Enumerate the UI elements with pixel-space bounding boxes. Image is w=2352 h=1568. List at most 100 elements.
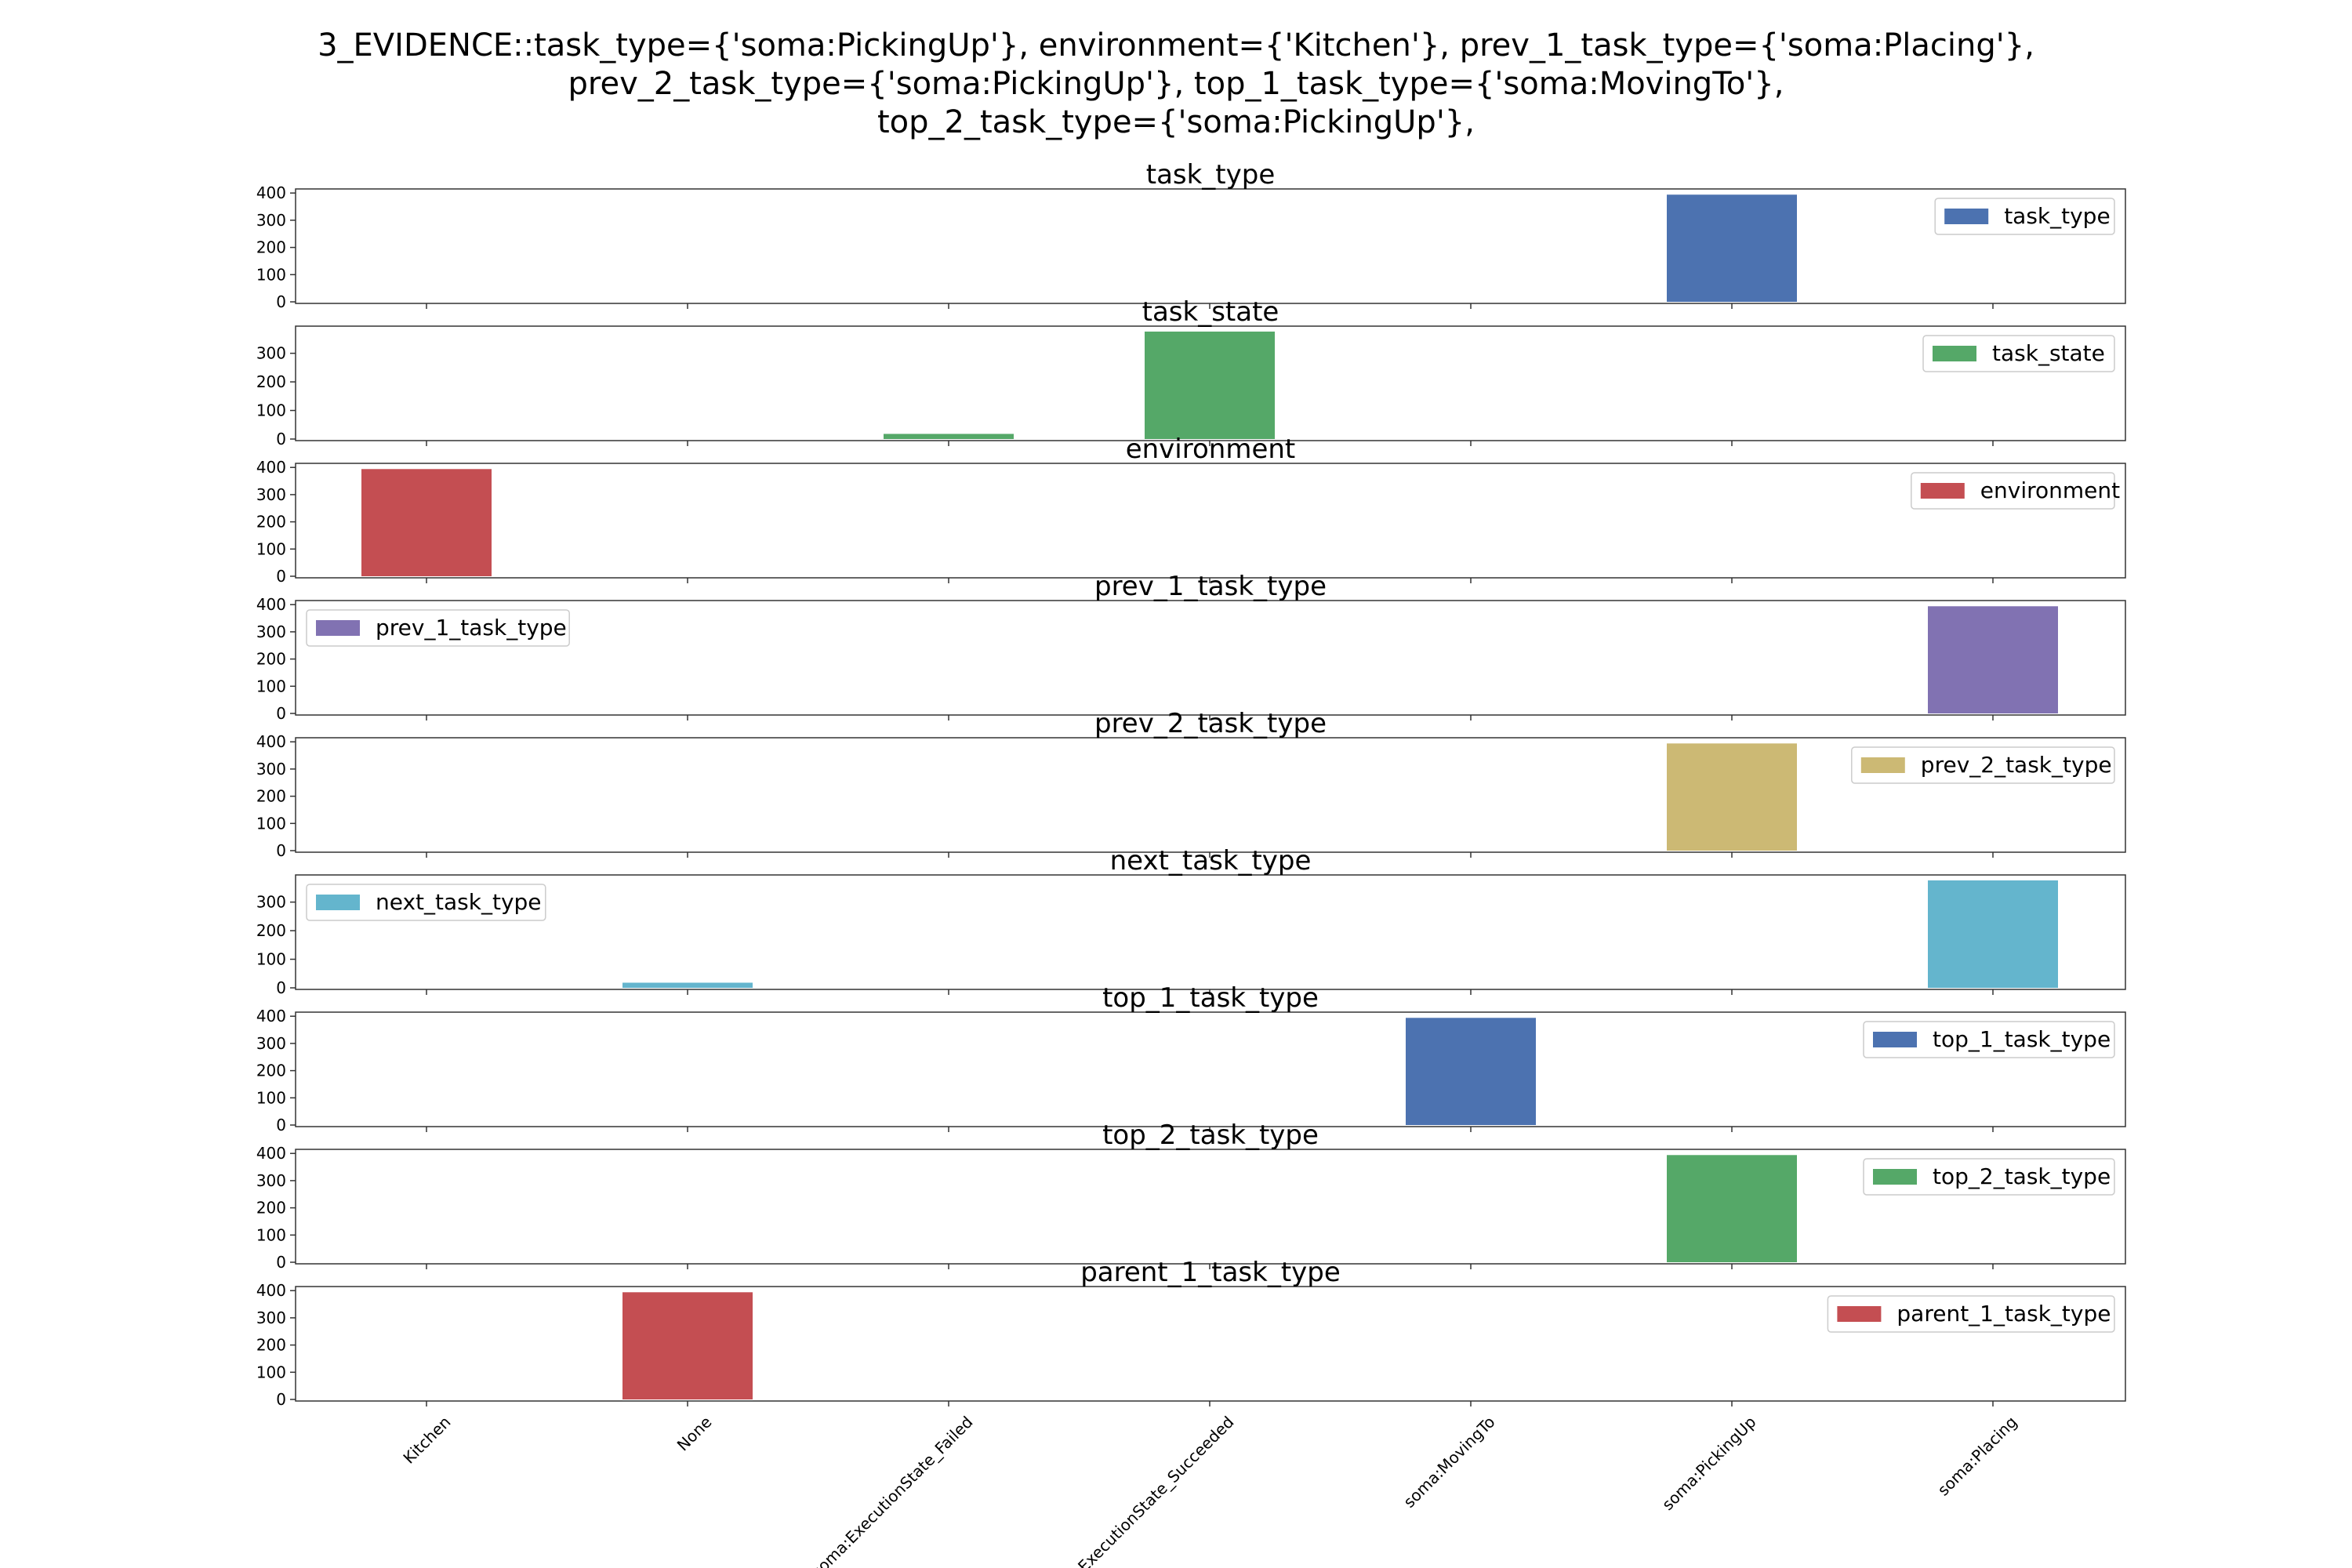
y-tick-label: 400 <box>256 1007 286 1025</box>
y-tick-label: 400 <box>256 1144 286 1163</box>
legend-label: top_2_task_type <box>1933 1163 2111 1189</box>
y-tick-label: 0 <box>276 567 286 586</box>
legend-label: prev_2_task_type <box>1921 752 2112 778</box>
y-tick-label: 100 <box>256 677 286 695</box>
y-tick-label: 200 <box>256 1336 286 1355</box>
y-tick-label: 300 <box>256 1308 286 1327</box>
y-tick-label: 200 <box>256 513 286 532</box>
subplot-parent-1-task-type: 0 100 200 300 400 parent_1_task_type parent_1_… <box>256 1257 2126 1409</box>
y-tick-label: 200 <box>256 238 286 257</box>
bar-soma-pickingup <box>1667 1155 1797 1262</box>
figure-title-line: top_2_task_type={'soma:PickingUp'}, <box>877 104 1475 140</box>
y-tick-label: 100 <box>256 539 286 558</box>
legend-label: task_state <box>1992 340 2105 366</box>
legend-swatch <box>1873 1169 1917 1185</box>
legend-box <box>306 884 546 921</box>
subplot-title: task_type <box>1146 159 1276 191</box>
legend-label: parent_1_task_type <box>1896 1301 2111 1327</box>
y-tick-label: 200 <box>256 372 286 391</box>
bar-soma-placing <box>1928 606 2058 713</box>
y-tick-label: 300 <box>256 622 286 641</box>
axes-frame <box>295 874 2126 990</box>
y-tick-label: 0 <box>276 704 286 723</box>
y-tick-label: 100 <box>256 265 286 284</box>
subplot-title: top_1_task_type <box>1102 982 1319 1014</box>
y-tick-label: 0 <box>276 1253 286 1272</box>
subplot-title: prev_1_task_type <box>1094 571 1327 602</box>
legend-label: environment <box>1980 477 2120 503</box>
y-tick-label: 200 <box>256 1199 286 1218</box>
axes-frame <box>295 600 2126 716</box>
y-tick-label: 100 <box>256 1088 286 1107</box>
axes-frame <box>295 1286 2126 1402</box>
y-tick-label: 300 <box>256 211 286 230</box>
legend-box <box>306 609 570 647</box>
subplot-title: top_2_task_type <box>1102 1120 1319 1151</box>
legend-swatch <box>1944 209 1989 224</box>
subplot-title: task_state <box>1142 296 1279 328</box>
legend-label: next_task_type <box>376 889 542 915</box>
legend-box <box>1851 746 2115 784</box>
subplot-title: environment <box>1126 434 1296 465</box>
legend-swatch <box>316 895 360 910</box>
legend-swatch <box>316 620 360 636</box>
bar-soma-placing <box>1928 880 2058 988</box>
y-tick-label: 0 <box>276 430 286 448</box>
legend-swatch <box>1920 483 1965 499</box>
bar-kitchen <box>361 469 492 576</box>
axes-frame <box>295 1149 2126 1265</box>
legend-label: task_type <box>2004 203 2111 229</box>
subplot-title: parent_1_task_type <box>1080 1257 1341 1288</box>
y-tick-label: 100 <box>256 1225 286 1244</box>
y-tick-label: 100 <box>256 1363 286 1381</box>
y-tick-label: 200 <box>256 787 286 806</box>
legend: prev_1_task_type <box>306 609 570 647</box>
axes-frame <box>295 463 2126 579</box>
bar-soma-movingto <box>1406 1018 1536 1125</box>
y-tick-label: 0 <box>276 1116 286 1134</box>
legend: next_task_type <box>306 884 546 921</box>
subplot-prev-2-task-type: 0 100 200 300 400 prev_2_task_type prev_2_task… <box>256 708 2126 860</box>
legend: environment <box>1911 472 2120 510</box>
bar-soma-pickingup <box>1667 743 1797 851</box>
legend-label: prev_1_task_type <box>376 615 567 641</box>
legend-swatch <box>1933 346 1976 361</box>
bar-soma-executionstate-failed <box>884 434 1014 439</box>
legend: task_state <box>1922 335 2115 372</box>
y-tick-label: 400 <box>256 183 286 202</box>
legend-box <box>1863 1021 2115 1058</box>
figure-title-line: prev_2_task_type={'soma:PickingUp'}, top… <box>568 66 1784 102</box>
legend-swatch <box>1837 1306 1882 1322</box>
y-tick-label: 100 <box>256 814 286 833</box>
y-tick-label: 100 <box>256 950 286 969</box>
subplot-title: prev_2_task_type <box>1094 708 1327 739</box>
legend-box <box>1934 198 2115 235</box>
y-tick-label: 0 <box>276 292 286 311</box>
y-tick-label: 400 <box>256 1281 286 1300</box>
axes-frame <box>295 1011 2126 1127</box>
bar-none <box>622 982 753 988</box>
legend-box <box>1863 1158 2115 1196</box>
legend: top_1_task_type <box>1863 1021 2115 1058</box>
figure-title: 3_EVIDENCE::task_type={'soma:PickingUp'}… <box>318 27 2034 140</box>
subplot-panels: 0 100 200 300 400 task_type task_type 0 100 200 30… <box>256 159 2126 1409</box>
legend: top_2_task_type <box>1863 1158 2115 1196</box>
axes-frame <box>295 737 2126 853</box>
legend-label: top_1_task_type <box>1933 1026 2111 1052</box>
subplot-top-1-task-type: 0 100 200 300 400 top_1_task_type top_1_task_t… <box>256 982 2126 1134</box>
y-tick-label: 300 <box>256 1171 286 1190</box>
y-tick-label: 300 <box>256 485 286 504</box>
y-tick-label: 400 <box>256 732 286 751</box>
figure-title-line: 3_EVIDENCE::task_type={'soma:PickingUp'}… <box>318 27 2034 64</box>
subplot-task-state: 0 100 200 300 task_state task_state <box>256 296 2126 448</box>
y-tick-label: 400 <box>256 458 286 477</box>
subplot-prev-1-task-type: 0 100 200 300 400 prev_1_task_type prev_1_task… <box>256 571 2126 723</box>
legend-swatch <box>1860 757 1905 773</box>
subplot-top-2-task-type: 0 100 200 300 400 top_2_task_type top_2_task_t… <box>256 1120 2126 1272</box>
subplot-environment: 0 100 200 300 400 environment environment <box>256 434 2126 586</box>
y-tick-label: 300 <box>256 893 286 912</box>
y-tick-label: 400 <box>256 595 286 614</box>
y-tick-label: 200 <box>256 1062 286 1080</box>
y-tick-label: 300 <box>256 1034 286 1053</box>
